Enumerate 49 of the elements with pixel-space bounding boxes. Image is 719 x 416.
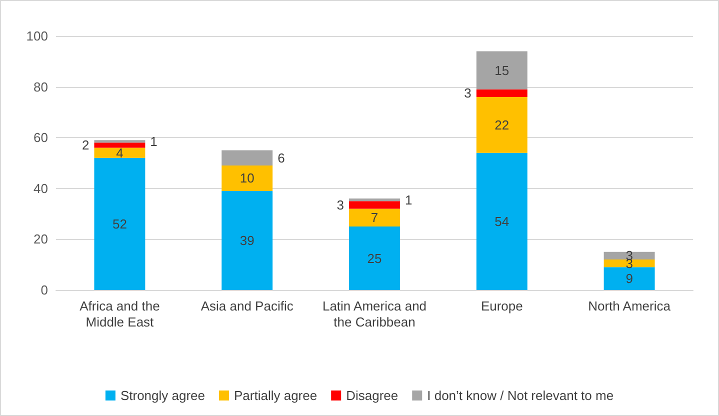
bar xyxy=(222,190,273,290)
bar xyxy=(604,267,655,290)
x-tick-label: North America xyxy=(588,298,672,314)
bar xyxy=(94,140,146,143)
data-label: 9 xyxy=(626,271,633,286)
data-label: 52 xyxy=(112,216,127,232)
y-tick-label: 0 xyxy=(40,282,48,298)
data-label: 7 xyxy=(370,210,378,226)
legend-label: Partially agree xyxy=(234,388,318,403)
y-tick-label: 80 xyxy=(34,79,48,94)
y-tick-label: 40 xyxy=(34,180,48,196)
legend-label: I don’t know / Not relevant to me xyxy=(427,388,614,403)
data-label: 3 xyxy=(464,86,472,101)
bar xyxy=(476,152,528,290)
data-label: 10 xyxy=(240,170,254,186)
bar xyxy=(476,89,528,97)
y-tick-label: 100 xyxy=(26,28,48,44)
data-label: 6 xyxy=(278,150,285,166)
data-label: 1 xyxy=(404,192,412,208)
data-label: 3 xyxy=(336,197,344,212)
bar xyxy=(604,260,655,268)
x-tick-label: Europe xyxy=(480,298,523,314)
bar xyxy=(476,96,528,153)
bar xyxy=(222,150,273,166)
bar xyxy=(349,226,400,290)
bar xyxy=(476,51,528,90)
bar xyxy=(222,166,273,191)
y-tick-label: 60 xyxy=(34,130,48,146)
data-label: 25 xyxy=(367,250,382,266)
data-label: 4 xyxy=(116,145,124,160)
legend-label: Disagree xyxy=(346,388,398,403)
bar xyxy=(604,252,655,260)
bar xyxy=(349,201,400,209)
x-tick-label: Asia and Pacific xyxy=(200,298,294,314)
x-tick-label: Latin America and the Caribbean xyxy=(322,298,427,330)
bar xyxy=(349,198,400,202)
bar xyxy=(349,208,400,226)
y-tick-label: 20 xyxy=(34,232,48,247)
data-label: 54 xyxy=(494,214,510,229)
data-label: 39 xyxy=(240,232,254,248)
data-label: 15 xyxy=(494,62,510,78)
data-label: 2 xyxy=(82,138,90,153)
legend-label: Strongly agree xyxy=(120,388,206,403)
bar xyxy=(94,158,146,290)
data-label: 22 xyxy=(494,117,510,132)
bar xyxy=(94,148,146,158)
x-tick-label: Africa and the Middle East xyxy=(80,298,160,330)
bar xyxy=(94,142,146,148)
data-label: 1 xyxy=(150,134,158,149)
